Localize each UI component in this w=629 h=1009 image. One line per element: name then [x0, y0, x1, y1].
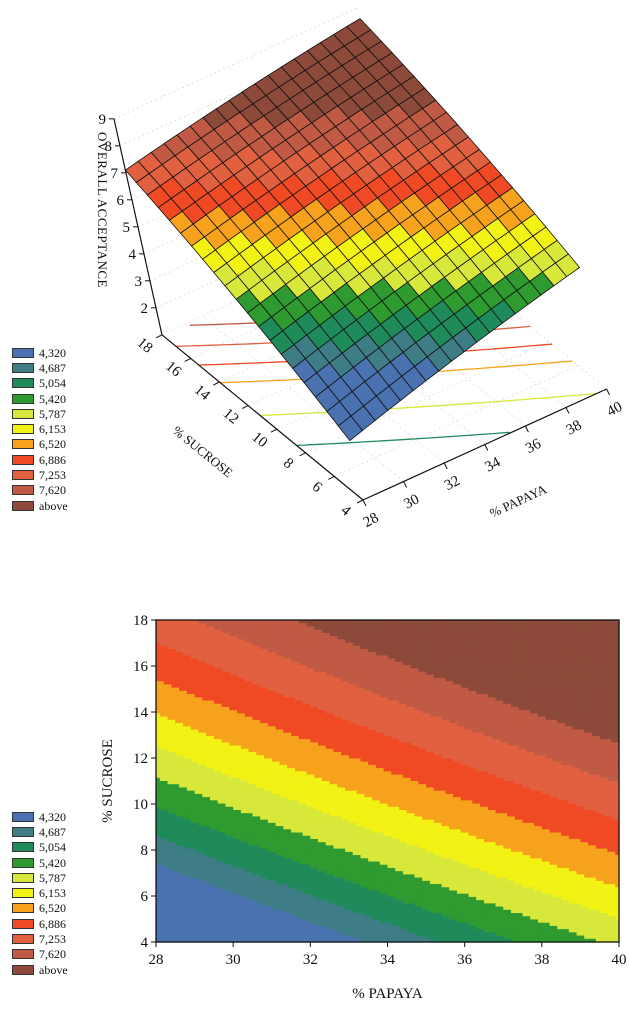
sucrose-tick-label: 10	[249, 429, 271, 451]
surface-legend-label: 5,054	[39, 377, 66, 389]
surface-legend-swatch	[12, 470, 34, 480]
papaya-tick-label: 28	[361, 510, 382, 531]
surface-legend-item: 7,620	[12, 483, 68, 498]
surface-legend-item: 5,054	[12, 376, 68, 391]
surface-legend-item: 7,253	[12, 467, 68, 482]
papaya-tick-mark	[485, 445, 488, 451]
papaya-tick-mark	[404, 482, 407, 488]
surface-legend-swatch	[12, 485, 34, 495]
surface-legend-label: 6,886	[39, 454, 66, 466]
surface-legend: 4,320 4,687 5,054 5,420 5,787 6,153 6,520 6,886…	[12, 345, 68, 513]
papaya-tick-label: 34	[483, 454, 504, 475]
sucrose-tick-label: 18	[134, 335, 156, 357]
sucrose-tick-mark	[357, 500, 363, 503]
surface-legend-label: 5,787	[39, 408, 66, 420]
papaya-tick-label: 30	[401, 491, 422, 512]
floor-contour-line	[260, 394, 596, 416]
surface-legend-label: 6,153	[39, 423, 66, 435]
surface-legend-label: 6,520	[39, 438, 66, 450]
sucrose-tick-label: 4	[338, 502, 354, 519]
surface-legend-swatch	[12, 501, 34, 511]
z-tick-label: 2	[140, 301, 148, 317]
surface-legend-swatch	[12, 424, 34, 434]
surface-legend-label: above	[39, 500, 68, 512]
papaya-tick-label: 38	[564, 417, 585, 438]
surface-legend-swatch	[12, 378, 34, 388]
surface-legend-swatch	[12, 455, 34, 465]
z-axis-title: OVERALL ACCEPTANCE	[95, 132, 110, 288]
surface-legend-swatch	[12, 394, 34, 404]
sucrose-tick-mark	[213, 382, 219, 385]
surface-legend-item: above	[12, 498, 68, 513]
papaya-tick-mark	[363, 500, 366, 506]
surface-legend-item: 5,787	[12, 406, 68, 421]
sucrose-tick-mark	[271, 429, 277, 432]
surface-legend-label: 7,620	[39, 484, 66, 496]
surface-legend-item: 5,420	[12, 391, 68, 406]
papaya-tick-label: 40	[604, 399, 625, 420]
sucrose-tick-label: 8	[280, 455, 296, 472]
surface-legend-label: 7,253	[39, 469, 66, 481]
surface-legend-item: 6,520	[12, 437, 68, 452]
papaya-tick-mark	[607, 389, 610, 395]
surface-legend-swatch	[12, 363, 34, 373]
sucrose-tick-mark	[156, 335, 162, 338]
surface-legend-label: 4,320	[39, 347, 66, 359]
sucrose-tick-mark	[300, 453, 306, 456]
surface-legend-item: 6,153	[12, 421, 68, 436]
papaya-axis-title: % PAPAYA	[487, 481, 549, 521]
z-tick-label: 9	[98, 112, 106, 128]
surface-legend-item: 4,320	[12, 345, 68, 360]
sucrose-tick-label: 14	[191, 382, 213, 404]
floor-contour-line	[297, 432, 510, 445]
surface-legend-swatch	[12, 409, 34, 419]
surface-legend-item: 4,687	[12, 360, 68, 375]
sucrose-tick-mark	[185, 358, 191, 361]
sucrose-tick-mark	[242, 406, 248, 409]
surface-legend-swatch	[12, 439, 34, 449]
sucrose-tick-label: 12	[220, 406, 242, 428]
surface-legend-label: 4,687	[39, 362, 66, 374]
z-tick-label: 7	[110, 166, 118, 182]
contour-fill	[156, 620, 620, 943]
surface-legend-label: 5,420	[39, 393, 66, 405]
z-tick-label: 4	[128, 247, 136, 263]
surface-legend-item: 6,886	[12, 452, 68, 467]
sucrose-tick-label: 6	[309, 479, 325, 496]
z-tick-label: 5	[122, 220, 130, 236]
papaya-tick-mark	[566, 408, 569, 414]
z-tick-label: 3	[134, 274, 142, 290]
z-tick-label: 6	[116, 193, 124, 209]
sucrose-tick-mark	[328, 476, 334, 479]
surface-legend-swatch	[12, 348, 34, 358]
papaya-tick-mark	[525, 426, 528, 432]
papaya-tick-mark	[444, 463, 447, 469]
surface-mesh	[125, 19, 579, 441]
papaya-tick-label: 36	[523, 436, 544, 457]
papaya-tick-label: 32	[442, 473, 463, 494]
sucrose-tick-label: 16	[162, 358, 184, 380]
sucrose-axis-title: % SUCROSE	[170, 423, 236, 480]
